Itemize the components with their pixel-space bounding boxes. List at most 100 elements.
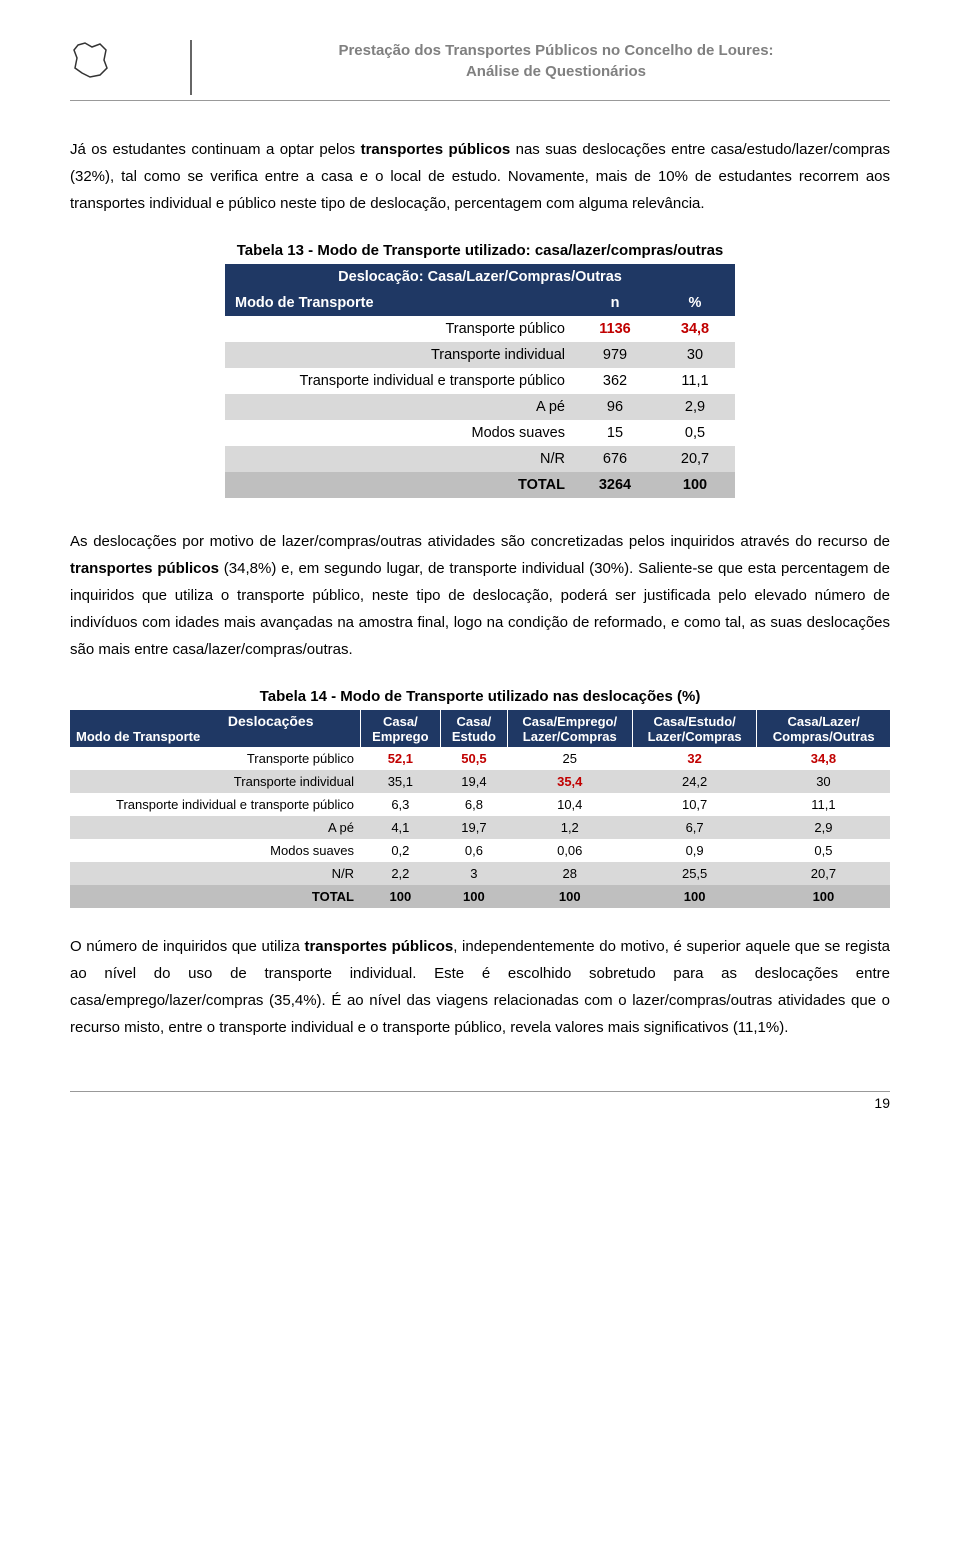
document-title: Prestação dos Transportes Públicos no Co… xyxy=(222,40,890,82)
t14-cell: 6,8 xyxy=(441,793,507,816)
t14-cell: 3 xyxy=(441,862,507,885)
t14-col-3: Casa/Estudo/Lazer/Compras xyxy=(632,710,756,747)
t13-cell-label: Modos suaves xyxy=(225,420,575,446)
t14-cell: 19,7 xyxy=(441,816,507,839)
t13-cell-pct: 20,7 xyxy=(655,446,735,472)
t13-cell-label: Transporte público xyxy=(225,316,575,342)
title-line-1: Prestação dos Transportes Públicos no Co… xyxy=(338,42,773,59)
t14-cell: 32 xyxy=(632,747,756,770)
t13-cell-pct: 11,1 xyxy=(655,368,735,394)
p2-a: As deslocações por motivo de lazer/compr… xyxy=(70,533,890,550)
t13-total-row: TOTAL 3264 100 xyxy=(225,472,735,498)
t14-cell: 25,5 xyxy=(632,862,756,885)
map-outline-icon xyxy=(70,40,110,80)
t14-cell: 4,1 xyxy=(360,816,441,839)
t14-cell: 20,7 xyxy=(757,862,890,885)
header-separator xyxy=(190,40,192,95)
p2-b: transportes públicos xyxy=(70,560,219,577)
t14-cell: 50,5 xyxy=(441,747,507,770)
t14-total-row: TOTAL 100 100 100 100 100 xyxy=(70,885,890,908)
table-row: Modos suaves0,20,60,060,90,5 xyxy=(70,839,890,862)
t14-cell: 10,4 xyxy=(507,793,632,816)
t14-cell: 0,9 xyxy=(632,839,756,862)
t13-cell-n: 15 xyxy=(575,420,655,446)
p1-a: Já os estudantes continuam a optar pelos xyxy=(70,141,361,158)
t14-cell: 30 xyxy=(757,770,890,793)
t14-cell: 24,2 xyxy=(632,770,756,793)
t13-cell-n: 979 xyxy=(575,342,655,368)
t13-cell-pct: 30 xyxy=(655,342,735,368)
table-row: N/R2,232825,520,7 xyxy=(70,862,890,885)
table-row: Transporte individual e transporte públi… xyxy=(225,368,735,394)
t14-col-0: Casa/Emprego xyxy=(360,710,441,747)
t14-desloc-label: Deslocações xyxy=(76,713,354,729)
table-row: Transporte individual97930 xyxy=(225,342,735,368)
t13-total-n: 3264 xyxy=(575,472,655,498)
t13-cell-n: 362 xyxy=(575,368,655,394)
t14-cell: 25 xyxy=(507,747,632,770)
t13-col-n: n xyxy=(575,290,655,316)
table13-caption: Tabela 13 - Modo de Transporte utilizado… xyxy=(70,242,890,259)
t14-col-2: Casa/Emprego/Lazer/Compras xyxy=(507,710,632,747)
t14-cell: 28 xyxy=(507,862,632,885)
t14-total-1: 100 xyxy=(441,885,507,908)
t14-cell-label: Transporte individual e transporte públi… xyxy=(70,793,360,816)
t14-cell-label: Transporte individual xyxy=(70,770,360,793)
t13-cell-label: Transporte individual xyxy=(225,342,575,368)
paragraph-2: As deslocações por motivo de lazer/compr… xyxy=(70,528,890,663)
p1-b: transportes públicos xyxy=(361,141,511,158)
t14-modo-label: Modo de Transporte xyxy=(76,729,354,744)
p3-a: O número de inquiridos que utiliza xyxy=(70,938,304,955)
table-row: Transporte individual e transporte públi… xyxy=(70,793,890,816)
t14-cell: 19,4 xyxy=(441,770,507,793)
t13-title: Deslocação: Casa/Lazer/Compras/Outras xyxy=(225,264,735,290)
t13-column-headers: Modo de Transporte n % xyxy=(225,290,735,316)
table-row: Transporte individual35,119,435,424,230 xyxy=(70,770,890,793)
t13-col-label: Modo de Transporte xyxy=(225,290,575,316)
table-row: Modos suaves150,5 xyxy=(225,420,735,446)
t14-cell: 6,3 xyxy=(360,793,441,816)
t14-cell-label: Modos suaves xyxy=(70,839,360,862)
t13-cell-n: 96 xyxy=(575,394,655,420)
t13-cell-pct: 2,9 xyxy=(655,394,735,420)
t13-col-pct: % xyxy=(655,290,735,316)
table14-caption: Tabela 14 - Modo de Transporte utilizado… xyxy=(70,688,890,705)
title-line-2: Análise de Questionários xyxy=(466,63,646,80)
t14-total-0: 100 xyxy=(360,885,441,908)
t13-cell-n: 676 xyxy=(575,446,655,472)
t14-cell: 11,1 xyxy=(757,793,890,816)
t14-cell: 2,9 xyxy=(757,816,890,839)
table-row: N/R67620,7 xyxy=(225,446,735,472)
logo-icon xyxy=(70,40,110,80)
t14-col-1: Casa/Estudo xyxy=(441,710,507,747)
header-rule xyxy=(70,100,890,101)
t14-cell-label: Transporte público xyxy=(70,747,360,770)
t14-total-4: 100 xyxy=(757,885,890,908)
t14-cell-label: A pé xyxy=(70,816,360,839)
t13-cell-label: N/R xyxy=(225,446,575,472)
table-row: Transporte público113634,8 xyxy=(225,316,735,342)
t14-cell: 34,8 xyxy=(757,747,890,770)
page-header: Prestação dos Transportes Públicos no Co… xyxy=(70,40,890,95)
t13-total-label: TOTAL xyxy=(225,472,575,498)
paragraph-3: O número de inquiridos que utiliza trans… xyxy=(70,933,890,1041)
t14-cell: 52,1 xyxy=(360,747,441,770)
table-row: Transporte público52,150,5253234,8 xyxy=(70,747,890,770)
page-footer: 19 xyxy=(70,1091,890,1111)
page-number: 19 xyxy=(70,1095,890,1111)
t13-total-pct: 100 xyxy=(655,472,735,498)
paragraph-1: Já os estudantes continuam a optar pelos… xyxy=(70,136,890,217)
t14-cell: 0,2 xyxy=(360,839,441,862)
table-row: A pé962,9 xyxy=(225,394,735,420)
t14-cell: 2,2 xyxy=(360,862,441,885)
t13-cell-pct: 34,8 xyxy=(655,316,735,342)
t14-cell: 35,4 xyxy=(507,770,632,793)
table-14: Deslocações Modo de Transporte Casa/Empr… xyxy=(70,710,890,908)
t14-cell: 6,7 xyxy=(632,816,756,839)
t14-cell: 35,1 xyxy=(360,770,441,793)
footer-rule xyxy=(70,1091,890,1092)
t14-cell: 0,06 xyxy=(507,839,632,862)
t14-col-4: Casa/Lazer/Compras/Outras xyxy=(757,710,890,747)
t13-cell-label: A pé xyxy=(225,394,575,420)
table-row: A pé4,119,71,26,72,9 xyxy=(70,816,890,839)
